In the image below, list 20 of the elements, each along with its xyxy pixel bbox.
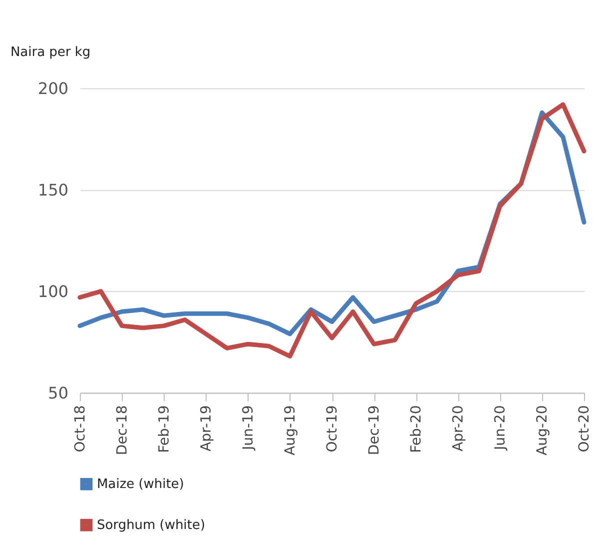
x-tick-label: Apr-19 [198, 405, 214, 452]
y-tick-label: 150 [38, 180, 68, 200]
x-tick-label: Aug-20 [534, 405, 551, 456]
x-tick-label: Oct-18 [72, 405, 88, 452]
x-tick-label: Jun-20 [492, 405, 508, 451]
x-tick-label: Jun-19 [240, 405, 256, 451]
x-tick-label: Feb-20 [408, 405, 424, 453]
legend-label: Sorghum (white) [96, 518, 206, 534]
x-tick-label: Dec-18 [114, 405, 130, 456]
legend-label: Maize (white) [96, 477, 184, 492]
x-tick-label: Feb-19 [156, 405, 172, 453]
x-tick-label: Oct-20 [576, 405, 593, 452]
x-tick-label: Dec-19 [366, 405, 382, 456]
x-tick-label: Oct-19 [324, 405, 340, 452]
y-tick-label: 50 [48, 383, 68, 402]
y-tick-label: 100 [38, 282, 68, 301]
x-tick-label: Aug-19 [282, 405, 298, 456]
y-tick-label: 200 [38, 78, 68, 98]
y-axis-title: Naira per kg [10, 44, 91, 60]
x-tick-label: Apr-20 [450, 405, 466, 452]
